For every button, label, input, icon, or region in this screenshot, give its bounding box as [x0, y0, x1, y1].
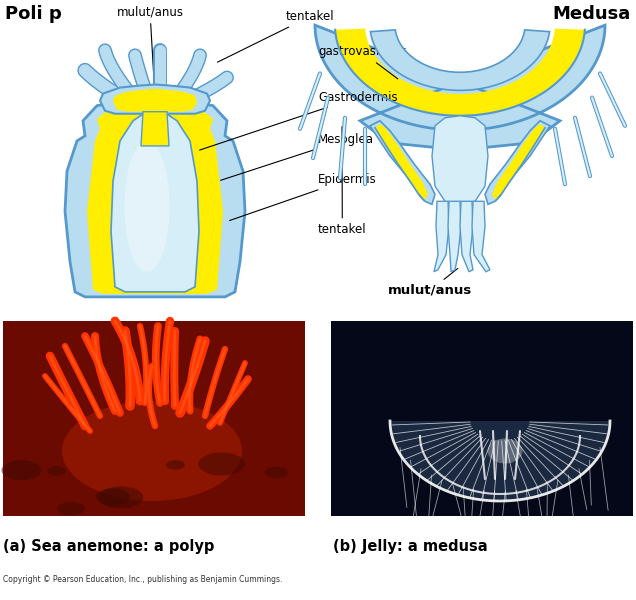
Polygon shape [472, 201, 490, 272]
Text: Epidermis: Epidermis [230, 173, 377, 221]
Polygon shape [100, 85, 210, 114]
Ellipse shape [125, 141, 170, 272]
Text: tentakel: tentakel [218, 10, 335, 62]
Polygon shape [370, 121, 435, 205]
Text: Gastrodermis: Gastrodermis [200, 91, 398, 150]
Text: mulut/anus: mulut/anus [116, 5, 184, 95]
Polygon shape [432, 116, 488, 206]
Polygon shape [434, 201, 449, 272]
Bar [331, 321, 633, 516]
Text: (b) Jelly: a medusa: (b) Jelly: a medusa [333, 539, 488, 554]
Text: (a) Sea anemone: a polyp: (a) Sea anemone: a polyp [3, 539, 214, 554]
Polygon shape [335, 29, 585, 116]
Polygon shape [113, 89, 197, 112]
Ellipse shape [47, 466, 66, 476]
Text: tentakel: tentakel [318, 127, 366, 236]
Ellipse shape [265, 467, 288, 478]
Ellipse shape [62, 401, 242, 501]
Polygon shape [375, 124, 428, 200]
Text: Mesoglea: Mesoglea [221, 133, 374, 180]
Ellipse shape [57, 502, 85, 515]
Polygon shape [460, 201, 473, 272]
Ellipse shape [488, 439, 523, 463]
Polygon shape [315, 25, 605, 149]
Polygon shape [448, 201, 461, 272]
Text: Medusa: Medusa [553, 5, 631, 23]
Ellipse shape [198, 452, 245, 476]
Polygon shape [492, 124, 545, 200]
Polygon shape [370, 30, 550, 91]
Bar [3, 321, 305, 516]
Ellipse shape [1, 460, 41, 480]
Polygon shape [111, 111, 199, 292]
Text: mulut/anus: mulut/anus [388, 268, 472, 297]
Polygon shape [390, 421, 610, 501]
Ellipse shape [99, 487, 143, 508]
Polygon shape [87, 101, 223, 294]
Text: Copyright © Pearson Education, Inc., publishing as Benjamin Cummings.: Copyright © Pearson Education, Inc., pub… [3, 575, 282, 584]
Polygon shape [141, 112, 169, 146]
Ellipse shape [166, 460, 185, 470]
Polygon shape [485, 121, 550, 205]
Text: gastrovaskuler: gastrovaskuler [318, 46, 406, 79]
Ellipse shape [95, 488, 130, 506]
Text: Poli p: Poli p [5, 5, 62, 23]
Polygon shape [65, 94, 245, 297]
